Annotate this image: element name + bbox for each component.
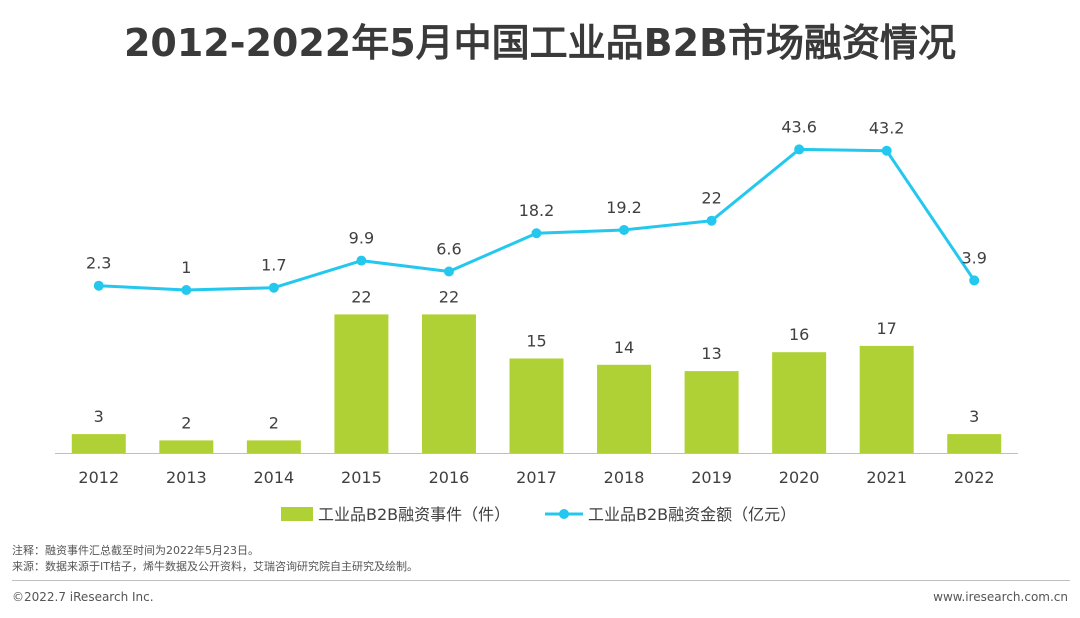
bar-2019	[684, 371, 739, 453]
bar-2018	[597, 364, 652, 453]
bar-label-2018: 14	[614, 338, 634, 357]
bar-label-2022: 3	[969, 407, 979, 426]
line-point-2012	[93, 280, 104, 291]
line-label-2021: 43.2	[869, 119, 905, 138]
x-tick-2014: 2014	[254, 468, 295, 487]
line-point-2014	[268, 282, 279, 293]
x-tick-2012: 2012	[78, 468, 119, 487]
bar-2013	[159, 440, 214, 453]
footer-divider	[12, 580, 1070, 581]
x-tick-2020: 2020	[779, 468, 820, 487]
bar-label-2017: 15	[526, 332, 546, 351]
legend-bar-label: 工业品B2B融资事件（件）	[318, 505, 510, 524]
bar-label-2019: 13	[701, 344, 721, 363]
bar-2016	[421, 314, 476, 453]
x-tick-labels: 2012 2013 2014 2015 2016 2017 2018 2019 2020 2021…	[78, 468, 994, 487]
line-label-2020: 43.6	[781, 117, 817, 136]
line-label-2015: 9.9	[349, 229, 374, 248]
website: www.iresearch.com.cn	[933, 590, 1068, 604]
bar-label-2014: 2	[269, 413, 279, 432]
bar-label-2012: 3	[94, 407, 104, 426]
legend: 工业品B2B融资事件（件） 工业品B2B融资金额（亿元）	[281, 505, 796, 524]
bar-2021	[859, 345, 914, 453]
legend-line-label: 工业品B2B融资金额（亿元）	[588, 505, 796, 524]
bar-series	[71, 314, 1002, 453]
bar-2012	[71, 434, 126, 453]
bar-label-2016: 22	[439, 287, 459, 306]
source-note: 来源：数据来源于IT桔子，烯牛数据及公开资料，艾瑞咨询研究院自主研究及绘制。	[12, 560, 418, 573]
line-label-2019: 22	[701, 189, 721, 208]
x-tick-2021: 2021	[866, 468, 907, 487]
line-point-2022	[969, 275, 980, 286]
x-tick-2022: 2022	[954, 468, 995, 487]
bar-label-2020: 16	[789, 325, 809, 344]
x-tick-2013: 2013	[166, 468, 207, 487]
bar-label-2021: 17	[877, 319, 897, 338]
x-tick-2017: 2017	[516, 468, 557, 487]
line-point-2018	[619, 224, 630, 235]
copyright: ©2022.7 iResearch Inc.	[12, 590, 154, 604]
bar-2020	[772, 352, 827, 453]
bar-2022	[947, 434, 1002, 453]
line-label-2012: 2.3	[86, 254, 111, 273]
x-tick-2016: 2016	[429, 468, 470, 487]
line-point-2013	[181, 285, 192, 295]
legend-line-dot	[559, 509, 569, 519]
line-label-2017: 18.2	[519, 201, 555, 220]
line-point-2015	[356, 255, 367, 266]
line-point-2020	[794, 144, 805, 155]
line-value-labels: 2.3 1 1.7 9.9 6.6 18.2 19.2 22 43.6 43.2 3.9	[86, 117, 987, 277]
x-tick-2018: 2018	[604, 468, 645, 487]
bar-2017	[509, 358, 564, 453]
x-tick-2015: 2015	[341, 468, 382, 487]
footnote: 注释：融资事件汇总截至时间为2022年5月23日。	[12, 544, 259, 557]
line-point-2019	[706, 215, 717, 226]
line-point-2021	[881, 145, 892, 156]
line-label-2016: 6.6	[436, 240, 461, 259]
line-label-2013: 1	[181, 258, 191, 277]
chart-title: 2012-2022年5月中国工业品B2B市场融资情况	[123, 21, 957, 65]
line-label-2018: 19.2	[606, 198, 642, 217]
bar-label-2015: 22	[351, 287, 371, 306]
line-point-2016	[443, 266, 454, 277]
bar-label-2013: 2	[181, 413, 191, 432]
line-points	[93, 144, 980, 295]
bar-2015	[334, 314, 389, 453]
x-tick-2019: 2019	[691, 468, 732, 487]
line-label-2022: 3.9	[962, 248, 987, 267]
line-point-2017	[531, 228, 542, 239]
line-label-2014: 1.7	[261, 256, 286, 275]
legend-bar-swatch	[281, 507, 313, 521]
bar-2014	[246, 440, 301, 453]
